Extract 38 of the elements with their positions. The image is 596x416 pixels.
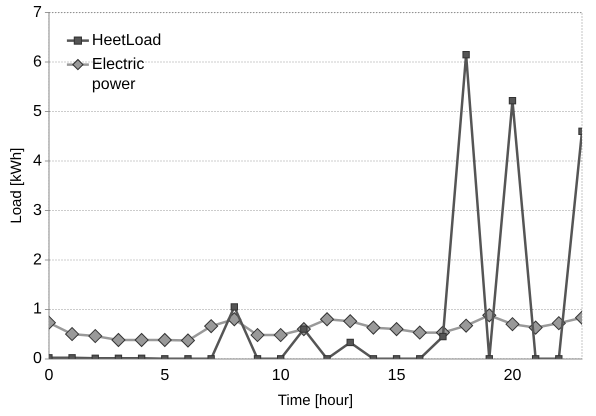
x-tick-label: 5 <box>160 366 170 384</box>
legend-label: Electric power <box>92 56 144 94</box>
point <box>366 320 380 335</box>
y-tick-label: 5 <box>32 102 42 120</box>
point <box>462 50 470 58</box>
x-tick-label: 0 <box>44 366 54 384</box>
point <box>505 317 520 332</box>
x-tick-label: 15 <box>388 366 406 384</box>
point <box>343 314 358 328</box>
point <box>250 328 265 342</box>
y-tick-label: 2 <box>32 251 42 268</box>
point <box>230 303 238 311</box>
y-tick-label: 3 <box>32 202 42 219</box>
y-tick-label: 0 <box>32 350 42 368</box>
point <box>204 319 218 334</box>
point <box>158 333 172 348</box>
y-tick-label: 7 <box>32 4 42 22</box>
point <box>508 96 516 104</box>
y-axis-title: Load [kWh] <box>8 148 26 224</box>
y-tick-label: 6 <box>32 53 42 70</box>
x-tick-label: 20 <box>504 366 522 384</box>
point <box>459 318 474 333</box>
point <box>346 338 354 346</box>
y-tick-label: 1 <box>32 300 42 318</box>
point <box>88 329 102 344</box>
point <box>412 326 427 340</box>
point <box>274 328 288 342</box>
point <box>111 333 126 348</box>
point <box>439 332 447 340</box>
y-tick-label: 4 <box>32 152 42 170</box>
point <box>320 312 334 326</box>
x-axis-title: Time [hour] <box>278 392 354 410</box>
x-tick-label: 10 <box>272 366 290 384</box>
point <box>134 333 149 348</box>
point <box>65 327 80 342</box>
point <box>180 334 195 348</box>
point <box>390 322 404 336</box>
legend-label: HeetLoad <box>92 32 162 50</box>
